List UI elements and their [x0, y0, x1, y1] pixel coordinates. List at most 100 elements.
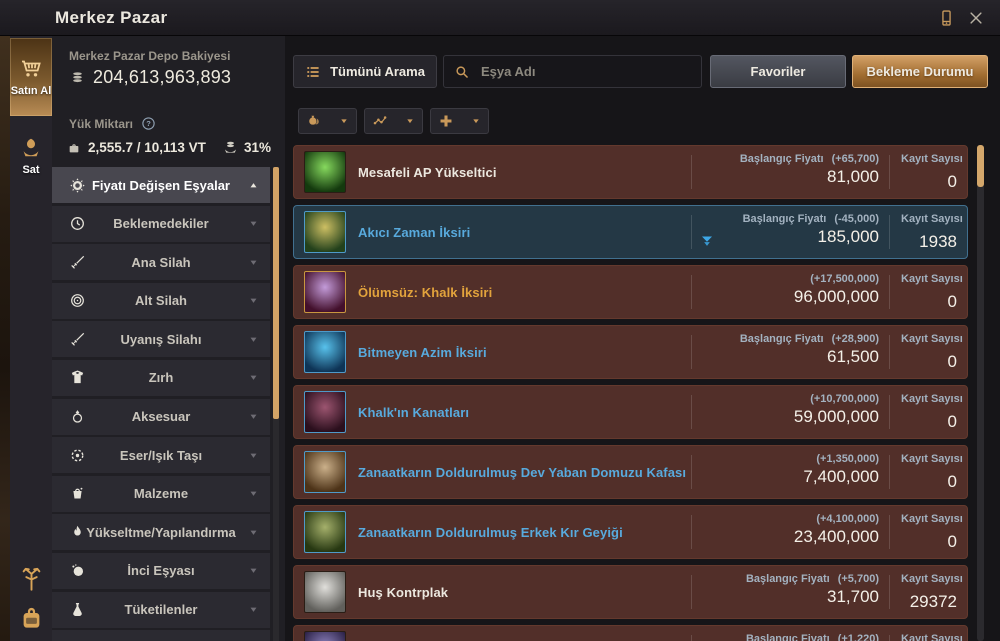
market-item-row[interactable]: Khalk'ın Kanatları (+10,700,000) 59,000,…	[293, 385, 968, 439]
item-list-scrollbar-thumb[interactable]	[977, 145, 984, 187]
search-all-button[interactable]: Tümünü Arama	[293, 55, 437, 88]
category-item[interactable]: Beklemedekiler	[52, 205, 270, 242]
price-block: (+1,350,000) 7,400,000	[803, 446, 879, 487]
item-list-scrollbar[interactable]	[977, 145, 984, 641]
category-icon	[69, 292, 86, 309]
chart-line-icon	[372, 113, 388, 129]
category-item[interactable]: Alt Silah	[52, 282, 270, 319]
column-divider	[691, 215, 692, 249]
chevron-down-icon	[248, 604, 259, 615]
count-label: Kayıt Sayısı	[901, 393, 963, 405]
filter-dropdown[interactable]	[364, 108, 423, 134]
category-item[interactable]: Uyanış Silahı	[52, 321, 270, 358]
count-value: 29372	[909, 592, 957, 611]
money-bag-icon	[306, 113, 322, 129]
category-item[interactable]: Ana Silah	[52, 244, 270, 281]
waitlist-button[interactable]: Bekleme Durumu	[852, 55, 988, 88]
market-item-row[interactable]: Zanaatkarın Doldurulmuş Erkek Kır Geyiği…	[293, 505, 968, 559]
count-label: Kayıt Sayısı	[901, 153, 963, 165]
category-label: Yükseltme/Yapılandırma	[86, 524, 236, 540]
column-divider	[889, 275, 890, 309]
wallet-value: 204,613,963,893	[93, 67, 232, 87]
category-icon	[69, 447, 86, 464]
count-label: Kayıt Sayısı	[901, 513, 963, 525]
chevron-down-icon	[339, 116, 349, 126]
filter-dropdown[interactable]	[298, 108, 357, 134]
tab-sell[interactable]: Sat	[10, 118, 52, 194]
main-panel: Tümünü Arama Favoriler Bekleme Durumu Me…	[285, 36, 1000, 641]
price-block: Başlangıç Fiyatı (+65,700) 81,000	[740, 146, 879, 187]
category-label: Uyanış Silahı	[120, 331, 202, 347]
chevron-down-icon	[248, 565, 259, 576]
chevron-down-icon	[248, 334, 259, 345]
category-item[interactable]: İnci Eşyası	[52, 552, 270, 589]
category-label: Beklemedekiler	[113, 216, 209, 232]
price-value: 7,400,000	[803, 467, 879, 486]
count-label: Kayıt Sayısı	[901, 213, 963, 225]
market-item-row[interactable]: Huş Kontrplak Başlangıç Fiyatı (+5,700) 3…	[293, 565, 968, 619]
tree-icon[interactable]	[18, 564, 45, 594]
category-list: Fiyatı Değişen Eşyalar Beklemedekiler An…	[52, 167, 270, 641]
category-item[interactable]: Malzeme	[52, 475, 270, 512]
category-label: Fiyatı Değişen Eşyalar	[91, 177, 230, 193]
item-icon	[304, 211, 346, 253]
window-title: Merkez Pazar	[55, 8, 168, 27]
column-divider	[691, 455, 692, 489]
close-icon[interactable]	[967, 9, 985, 27]
favorites-button[interactable]: Favoriler	[710, 55, 846, 88]
market-item-row[interactable]: Akıcı Zaman İksiri Başlangıç Fiyatı (-45,…	[293, 205, 968, 259]
column-divider	[691, 395, 692, 429]
item-name: Khalk'ın Kanatları	[358, 404, 470, 420]
price-delta: (+28,900)	[831, 333, 879, 345]
price-block: Başlangıç Fiyatı (-45,000) 185,000	[743, 206, 879, 247]
price-block: Başlangıç Fiyatı (+1,220)	[746, 626, 879, 641]
category-scrollbar-thumb[interactable]	[273, 167, 279, 419]
category-item-partial[interactable]	[52, 630, 270, 641]
category-item[interactable]: Yükseltme/Yapılandırma	[52, 514, 270, 551]
chevron-down-icon	[471, 116, 481, 126]
count-label: Kayıt Sayısı	[901, 573, 963, 585]
backpack-icon[interactable]	[18, 603, 45, 633]
weight-percent: 31%	[243, 140, 271, 155]
chevron-down-icon	[248, 257, 259, 268]
count-label: Kayıt Sayısı	[901, 333, 963, 345]
category-icon	[69, 485, 86, 502]
price-value: 59,000,000	[793, 407, 879, 426]
market-item-row[interactable]: Başlangıç Fiyatı (+1,220) Kayıt Sayısı	[293, 625, 968, 641]
item-icon	[304, 331, 346, 373]
column-divider	[889, 575, 890, 609]
category-item[interactable]: Fiyatı Değişen Eşyalar	[52, 167, 270, 203]
category-item[interactable]: Eser/Işık Taşı	[52, 437, 270, 474]
category-item[interactable]: Zırh	[52, 359, 270, 396]
tab-buy-label: Satın Al	[10, 85, 52, 97]
category-icon	[69, 254, 86, 271]
question-icon[interactable]: ?	[141, 116, 156, 131]
wallet-balance: 204,613,963,893	[69, 67, 231, 88]
category-label: Ana Silah	[131, 254, 191, 270]
category-item[interactable]: Aksesuar	[52, 398, 270, 435]
price-label: Başlangıç Fiyatı	[745, 633, 830, 641]
category-scrollbar[interactable]	[273, 167, 279, 641]
list-icon	[305, 64, 321, 80]
market-item-row[interactable]: Mesafeli AP Yükseltici Başlangıç Fiyatı (…	[293, 145, 968, 199]
category-icon	[69, 524, 86, 541]
chevron-down-icon	[248, 527, 259, 538]
price-label: Başlangıç Fiyatı	[739, 153, 824, 165]
category-icon	[69, 601, 86, 618]
search-input[interactable]	[479, 63, 691, 80]
filter-dropdown[interactable]	[430, 108, 489, 134]
item-icon	[304, 271, 346, 313]
price-value: 31,700	[827, 587, 879, 606]
phone-icon[interactable]	[937, 8, 956, 28]
category-item[interactable]: Tüketilenler	[52, 591, 270, 628]
market-item-row[interactable]: Bitmeyen Azim İksiri Başlangıç Fiyatı (+2…	[293, 325, 968, 379]
tab-buy[interactable]: Satın Al	[10, 38, 52, 116]
category-icon	[69, 215, 86, 232]
market-item-row[interactable]: Zanaatkarın Doldurulmuş Dev Yaban Domuzu…	[293, 445, 968, 499]
count-label: Kayıt Sayısı	[901, 273, 963, 285]
count-value: 0	[947, 172, 957, 191]
market-item-row[interactable]: Ölümsüz: Khalk İksiri (+17,500,000) 96,0…	[293, 265, 968, 319]
category-icon	[69, 369, 86, 386]
price-delta: (+1,220)	[837, 633, 879, 641]
category-label: İnci Eşyası	[127, 563, 195, 579]
